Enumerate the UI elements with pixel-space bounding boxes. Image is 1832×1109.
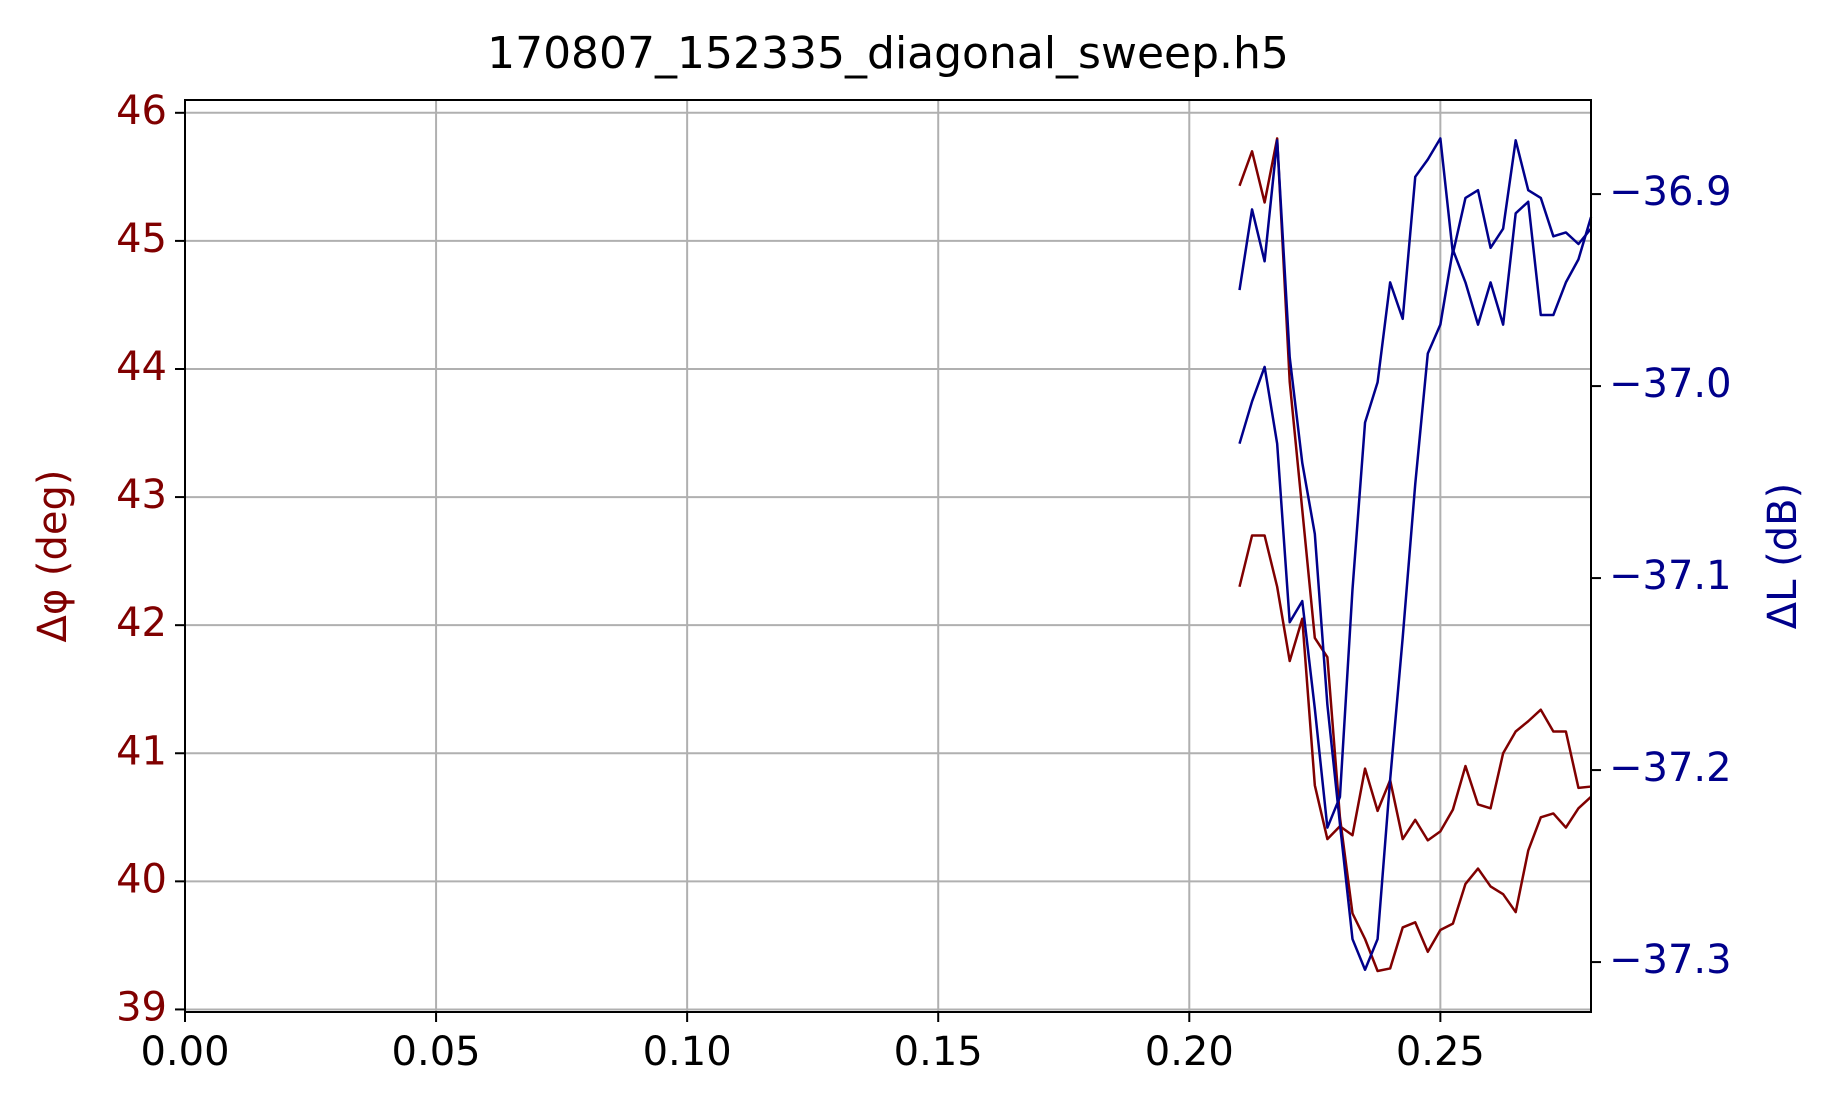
y-tick-label: 42: [116, 600, 167, 646]
chart-title: 170807_152335_diagonal_sweep.h5: [487, 28, 1289, 79]
y2-tick-label: −37.1: [1609, 553, 1732, 599]
data-line: [1238, 139, 1593, 972]
data-line: [1238, 534, 1592, 842]
y-tick-label: 44: [116, 344, 167, 390]
x-tick-label: 0.25: [1396, 1029, 1485, 1075]
y2-tick-label: −37.2: [1609, 745, 1732, 791]
x-tick-label: 0.05: [392, 1029, 481, 1075]
y-axis-label: Δφ (deg): [30, 469, 76, 642]
y-tick-label: 43: [116, 472, 167, 518]
plot-frame: [184, 99, 1592, 1013]
y-tick-label: 39: [116, 984, 167, 1030]
x-tick-label: 0.10: [643, 1029, 732, 1075]
y2-tick-label: −37.0: [1609, 361, 1732, 407]
y2-axis-label: ΔL (dB): [1760, 483, 1806, 629]
x-tick-label: 0.15: [894, 1029, 983, 1075]
y-tick-label: 46: [116, 88, 167, 134]
y-tick-label: 41: [116, 728, 167, 774]
y-tick-label: 45: [116, 216, 167, 262]
y-tick-label: 40: [116, 856, 167, 902]
y2-tick-label: −36.9: [1609, 169, 1732, 215]
x-tick-label: 0.20: [1145, 1029, 1234, 1075]
y2-tick-label: −37.3: [1609, 937, 1732, 983]
data-line: [1238, 137, 1592, 973]
x-tick-label: 0.00: [140, 1029, 229, 1075]
data-line: [1238, 137, 1592, 829]
